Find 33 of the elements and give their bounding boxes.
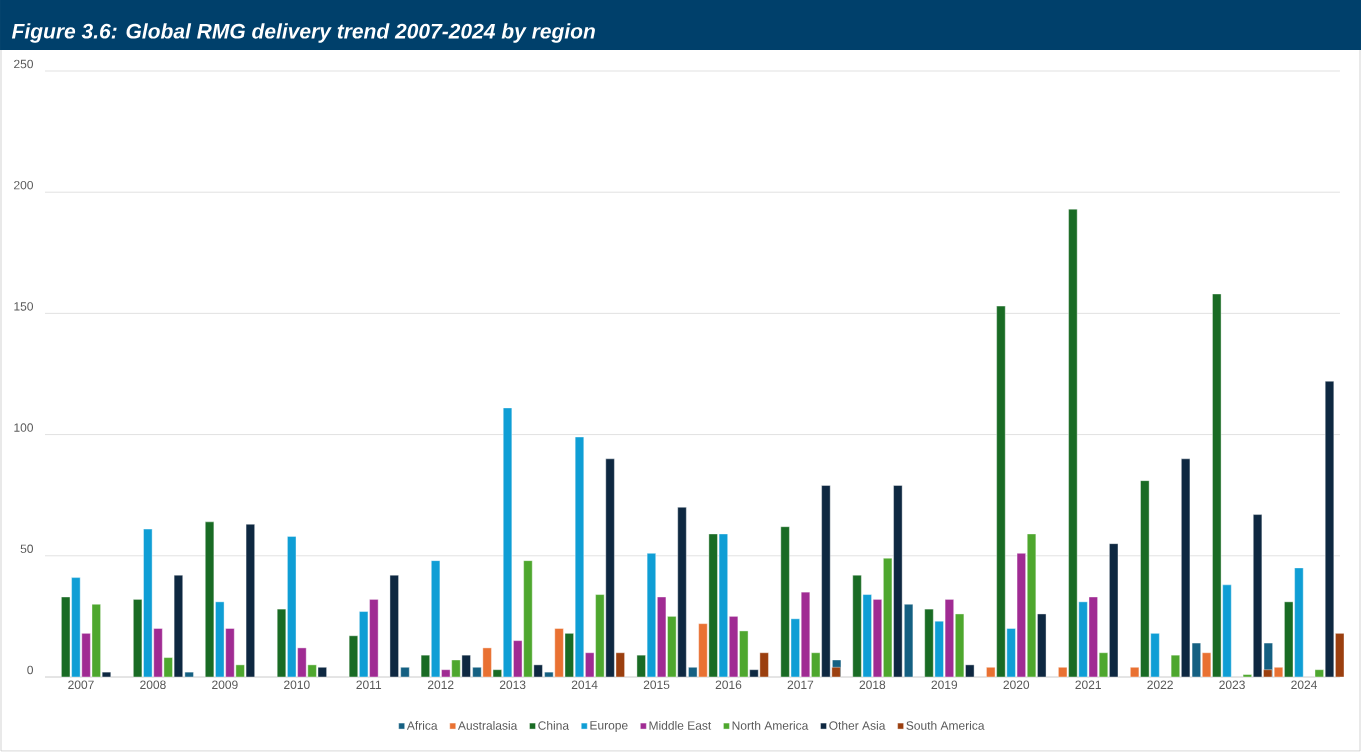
x-tick-label: 2012 — [427, 680, 454, 690]
x-tick-label: 2019 — [931, 680, 958, 690]
x-tick-label: 2009 — [212, 680, 238, 690]
x-tick-label: 2007 — [68, 680, 94, 690]
x-tick-label: 2020 — [1003, 680, 1030, 690]
y-tick-label: 250 — [14, 59, 34, 69]
x-tick-label: 2022 — [1147, 680, 1173, 690]
x-tick-label: 2021 — [1075, 680, 1101, 690]
legend-label: Other Asia — [829, 720, 886, 730]
legend-label: North America — [732, 720, 809, 730]
x-tick-label: 2024 — [1291, 680, 1317, 690]
y-tick-label: 50 — [20, 544, 34, 554]
x-tick-label: 2017 — [787, 680, 814, 690]
y-tick-label: 100 — [14, 423, 34, 432]
x-tick-label: 2016 — [715, 680, 742, 690]
x-tick-label: 2015 — [643, 680, 670, 690]
y-tick-label: 200 — [14, 180, 34, 190]
x-tick-label: 2018 — [859, 680, 886, 690]
x-tick-label: 2011 — [356, 680, 382, 690]
x-tick-label: 2008 — [140, 680, 166, 690]
legend-label: Middle East — [649, 720, 712, 730]
legend-label: Africa — [406, 720, 438, 730]
x-tick-label: 2014 — [571, 680, 598, 690]
legend-label: South America — [906, 720, 985, 730]
chart-title: Figure 3.6: Global RMG delivery trend 2007-2024 by region — [11, 23, 595, 43]
legend-label: China — [538, 720, 570, 730]
x-tick-label: 2013 — [499, 680, 526, 690]
x-tick-label: 2023 — [1219, 680, 1245, 690]
legend-label: Australasia — [457, 720, 518, 730]
legend-label: Europe — [590, 721, 628, 732]
y-tick-label: 0 — [27, 665, 34, 675]
x-tick-label: 2010 — [284, 680, 310, 690]
y-tick-label: 150 — [14, 302, 34, 311]
